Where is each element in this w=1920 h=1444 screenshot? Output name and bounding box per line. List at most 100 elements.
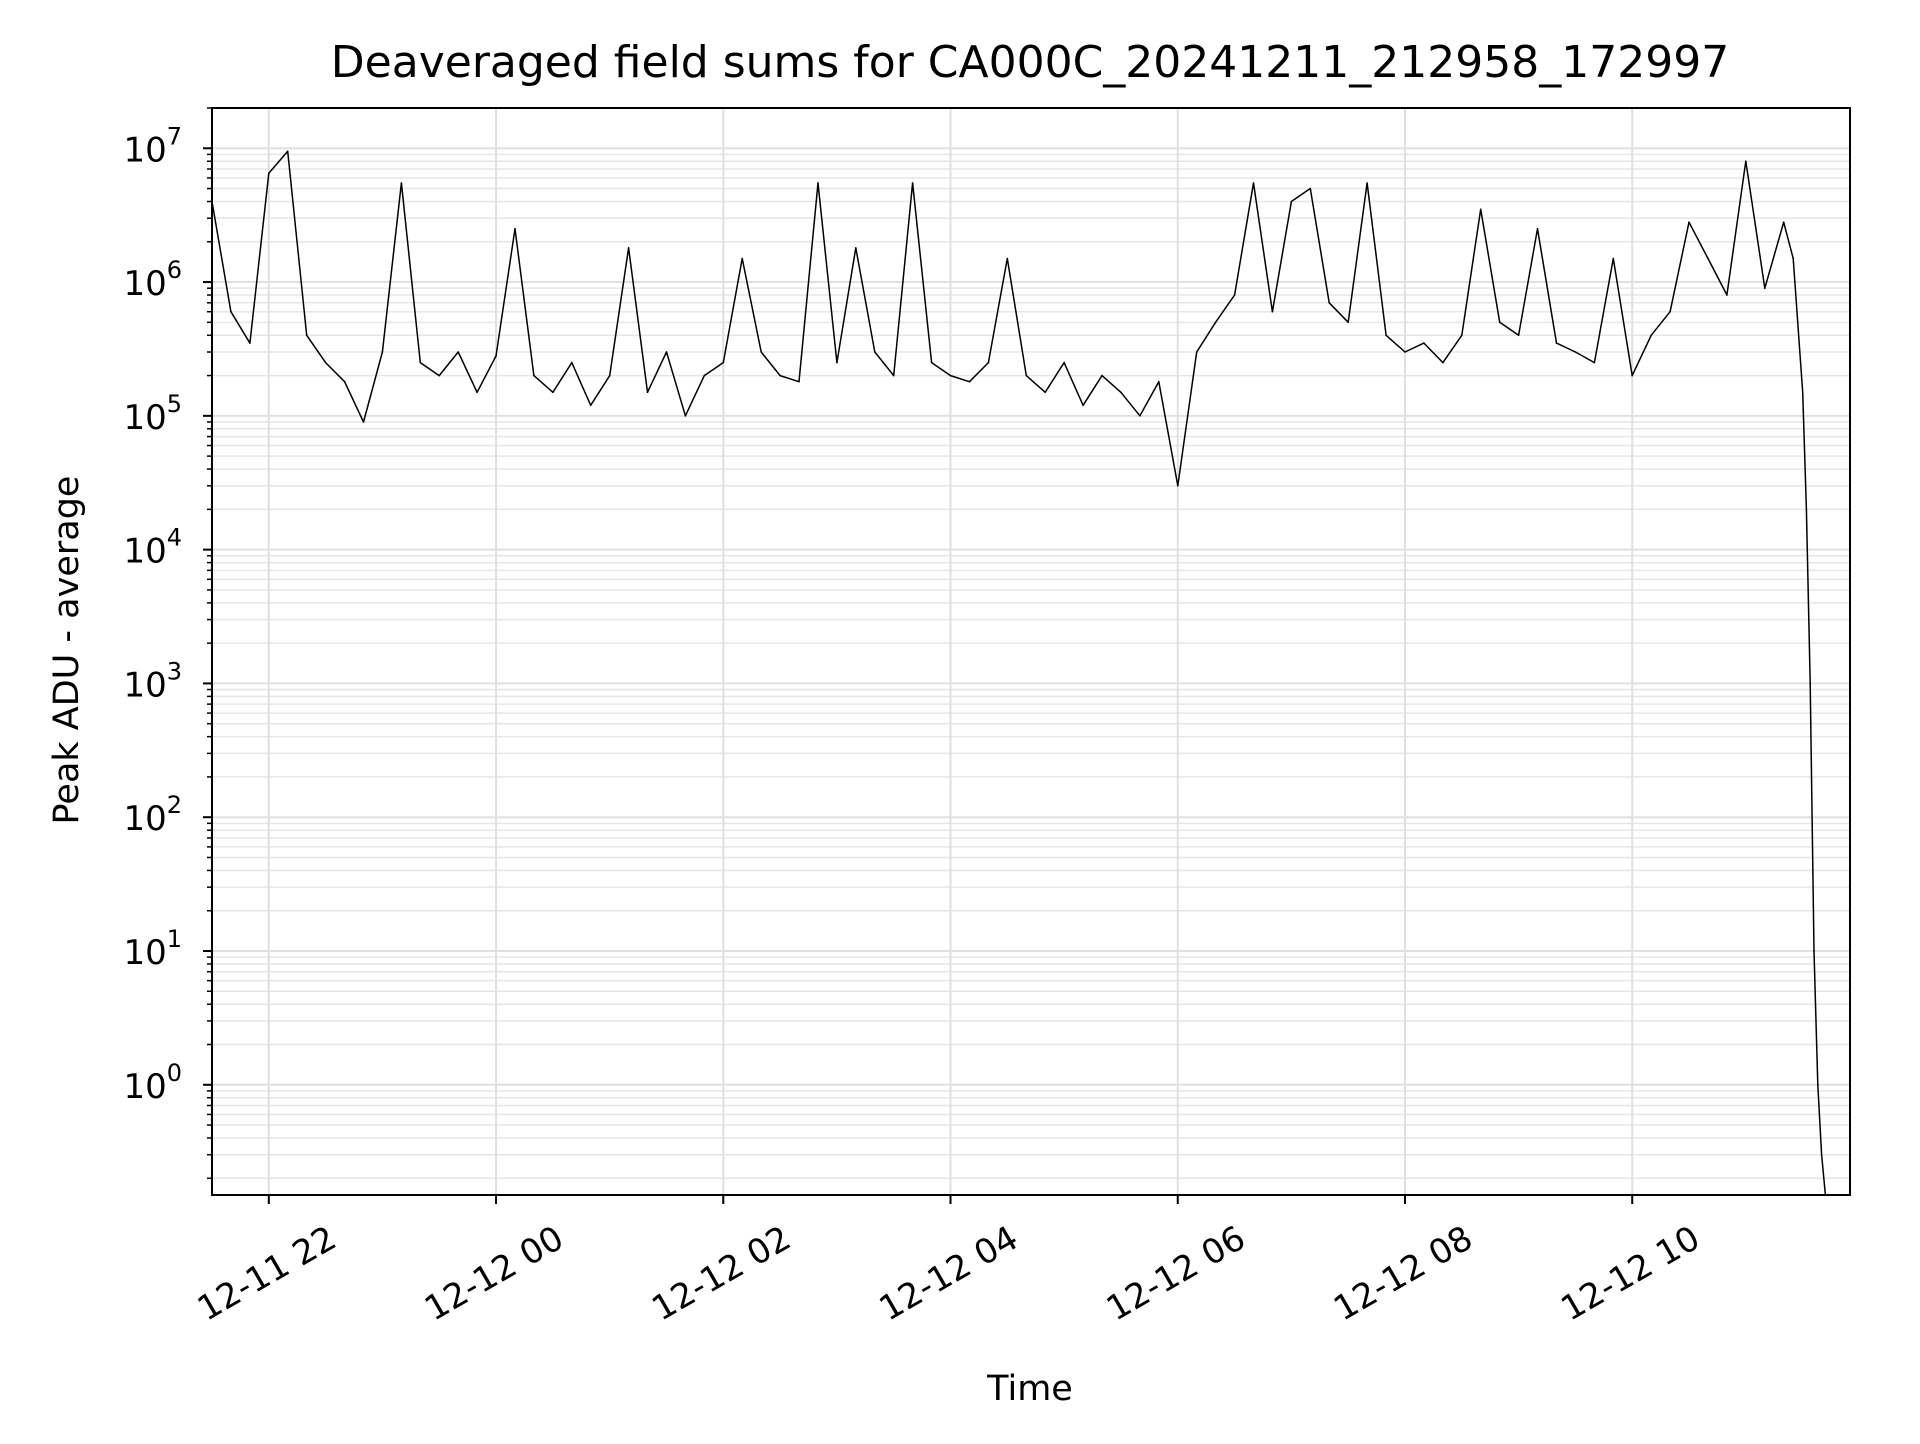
data-point — [1631, 374, 1633, 377]
data-point — [892, 374, 895, 377]
data-point — [1817, 1084, 1819, 1086]
data-point — [1574, 351, 1577, 353]
data-point — [1195, 351, 1198, 353]
data-point — [514, 228, 516, 230]
data-point — [874, 351, 876, 353]
data-point — [911, 182, 914, 184]
data-point — [1813, 950, 1815, 952]
series-layer — [211, 150, 1827, 1196]
data-point — [1328, 302, 1330, 304]
data-point — [855, 247, 857, 249]
data-point — [268, 172, 270, 175]
data-point — [1820, 1153, 1823, 1156]
data-point — [1809, 682, 1811, 685]
data-point — [1177, 485, 1179, 487]
data-point — [362, 421, 365, 423]
data-point — [1385, 334, 1387, 337]
data-point — [949, 374, 952, 377]
data-point — [1233, 294, 1236, 296]
data-point — [495, 355, 497, 357]
y-tick-label: 100 — [123, 1059, 182, 1107]
data-point — [1139, 415, 1141, 417]
data-point — [400, 182, 403, 184]
data-point — [1290, 200, 1293, 203]
data-point — [1025, 374, 1028, 377]
data-point — [1782, 221, 1785, 223]
data-point — [419, 361, 422, 364]
y-tick-label: 106 — [123, 256, 182, 304]
y-tick-label: 102 — [123, 791, 182, 839]
data-point — [1101, 374, 1103, 377]
data-point — [1461, 334, 1463, 337]
data-point — [1044, 391, 1046, 394]
data-point — [987, 361, 990, 364]
data-point — [286, 150, 289, 153]
data-point — [1120, 391, 1122, 394]
data-point — [1669, 310, 1671, 313]
y-tick-label: 107 — [123, 122, 182, 170]
data-point — [552, 391, 554, 394]
data-point — [1536, 228, 1539, 230]
data-point — [627, 247, 630, 249]
data-point — [457, 351, 460, 353]
data-point — [703, 374, 706, 377]
y-tick-base: 10 — [123, 1067, 166, 1107]
data-point — [646, 391, 649, 394]
data-point — [608, 374, 611, 377]
data-point — [589, 404, 592, 407]
y-tick-base: 10 — [123, 532, 166, 572]
data-point — [760, 351, 762, 353]
data-point — [1801, 391, 1804, 394]
data-point — [1347, 321, 1349, 324]
x-axis-label: Time — [986, 1369, 1073, 1409]
data-point — [1479, 208, 1482, 211]
data-point — [1006, 257, 1009, 260]
grid — [212, 107, 1850, 1195]
data-point — [1366, 182, 1368, 184]
data-point — [571, 361, 573, 364]
data-point — [1517, 334, 1520, 337]
data-point — [533, 374, 535, 377]
y-tick-exponent: 6 — [167, 256, 182, 284]
data-point — [1555, 342, 1558, 344]
data-point — [249, 342, 251, 344]
y-tick-exponent: 2 — [167, 791, 182, 819]
data-point — [665, 351, 668, 353]
data-point — [1423, 342, 1425, 344]
data-point — [1214, 321, 1217, 324]
data-point — [741, 257, 743, 260]
data-point — [817, 182, 819, 184]
y-tick-exponent: 5 — [167, 390, 182, 418]
data-point — [1688, 221, 1690, 223]
y-tick-base: 10 — [123, 130, 166, 170]
y-tick-exponent: 7 — [167, 122, 182, 150]
data-point — [968, 380, 971, 383]
data-point — [1764, 287, 1766, 290]
data-point — [1707, 257, 1709, 260]
data-point — [1309, 187, 1312, 190]
data-point — [1612, 257, 1615, 260]
data-point — [798, 380, 800, 383]
data-point — [1792, 257, 1794, 260]
data-point — [779, 374, 781, 377]
data-point — [1745, 160, 1747, 162]
y-tick-base: 10 — [123, 799, 166, 839]
data-point — [381, 351, 384, 353]
data-point — [930, 361, 933, 364]
data-point — [1252, 182, 1255, 184]
data-point — [438, 374, 441, 377]
y-tick-label: 101 — [123, 925, 182, 973]
data-point — [1805, 508, 1808, 511]
y-tick-exponent: 0 — [167, 1059, 182, 1087]
y-tick-base: 10 — [123, 398, 166, 438]
data-point — [1063, 361, 1065, 364]
plot-frame — [211, 107, 1851, 1196]
data-point — [230, 310, 232, 313]
y-tick-exponent: 3 — [167, 657, 182, 685]
data-point — [1158, 380, 1160, 383]
data-point — [836, 361, 838, 364]
y-tick-label: 105 — [123, 390, 182, 438]
